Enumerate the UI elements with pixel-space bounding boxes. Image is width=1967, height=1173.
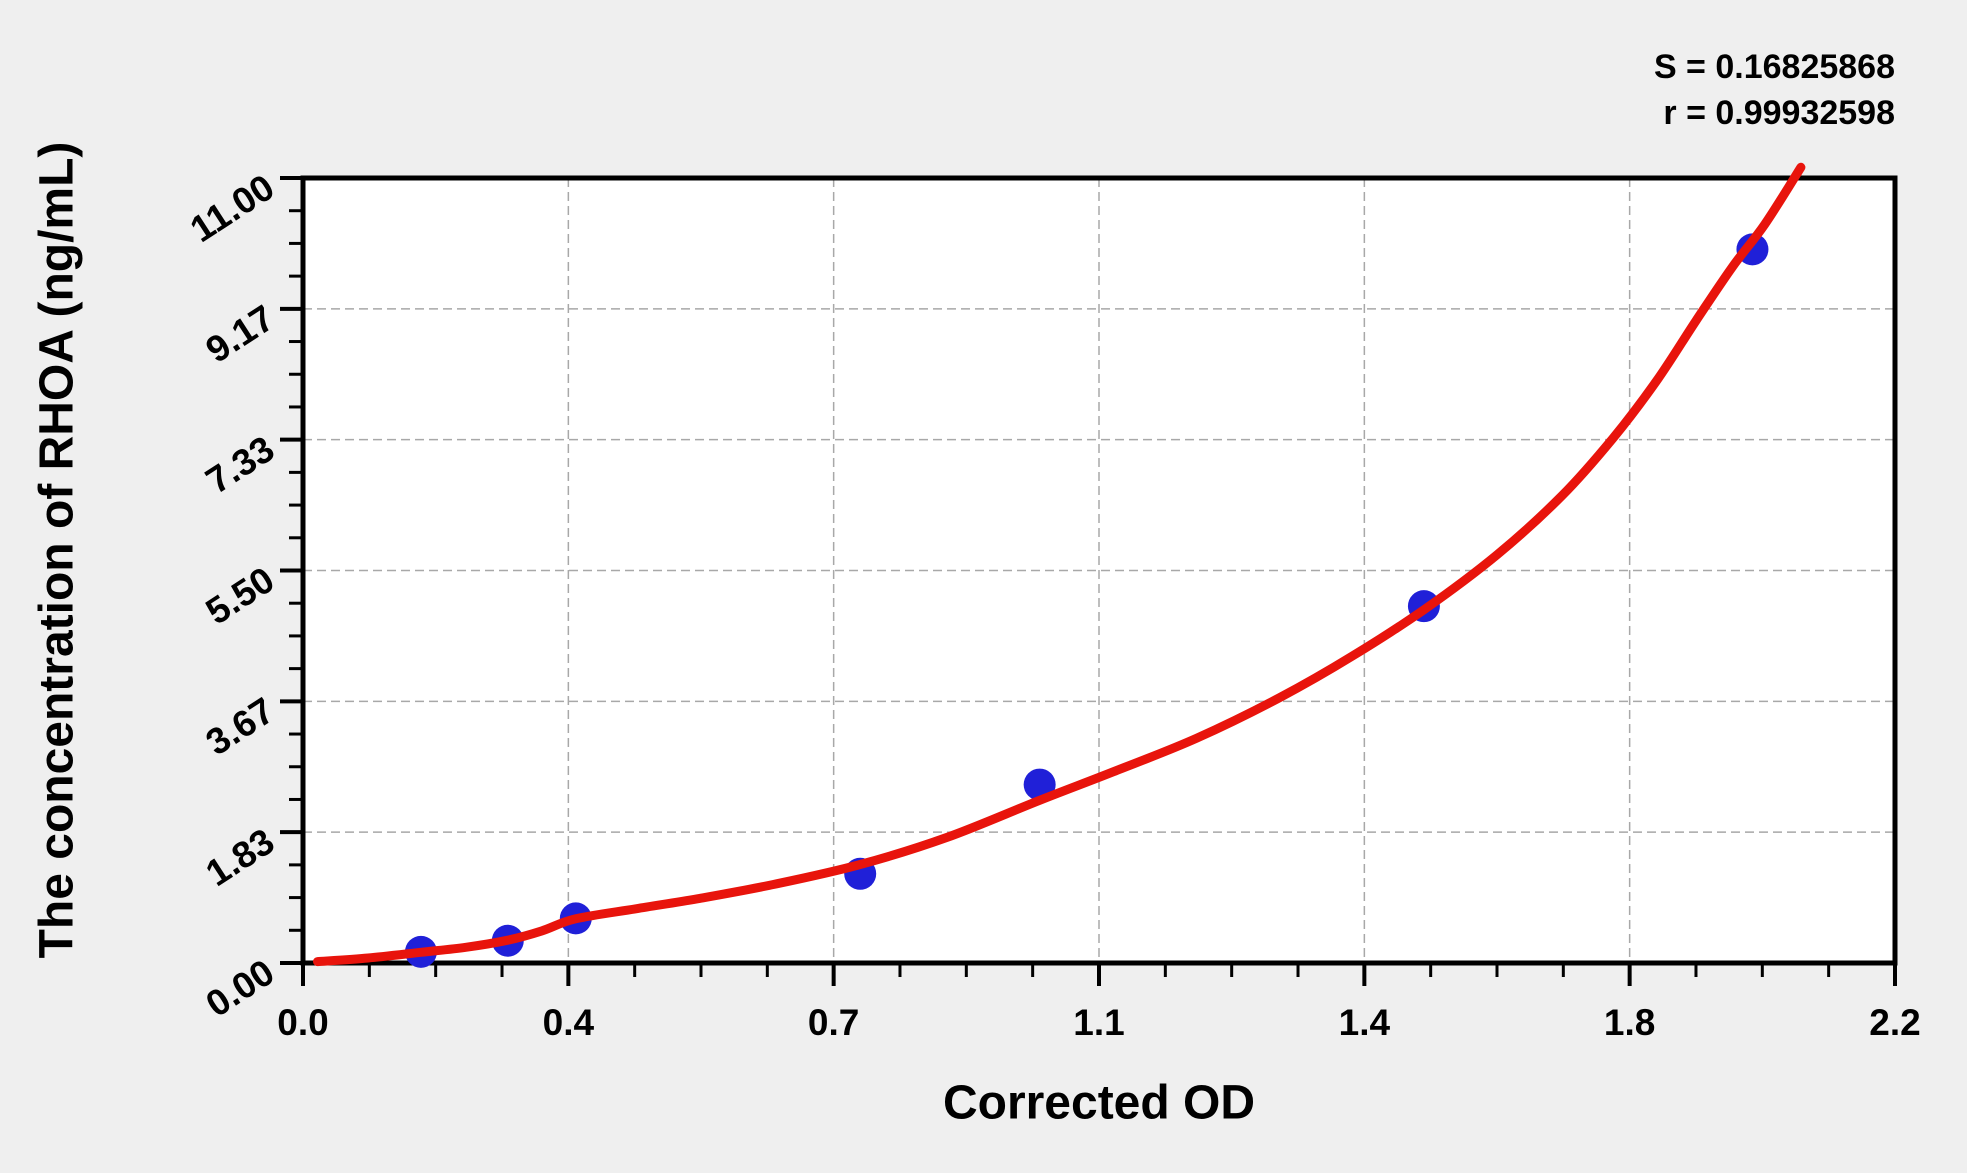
y-tick-label: 11.00 bbox=[183, 166, 281, 250]
y-tick-label: 1.83 bbox=[199, 820, 282, 894]
x-tick-label: 1.4 bbox=[1339, 1002, 1391, 1043]
x-tick-label: 0.4 bbox=[543, 1002, 595, 1043]
x-tick-label: 0.7 bbox=[808, 1002, 859, 1043]
x-tick-label: 0.0 bbox=[277, 1002, 328, 1043]
x-axis-title: Corrected OD bbox=[942, 1076, 1256, 1130]
x-tick-label: 1.8 bbox=[1604, 1002, 1655, 1043]
fit-statistic-r: r = 0.99932598 bbox=[1663, 94, 1895, 132]
y-tick-label: 5.50 bbox=[199, 559, 282, 633]
y-tick-label: 9.17 bbox=[199, 297, 282, 371]
fit-statistic-s: S = 0.16825868 bbox=[1653, 48, 1895, 86]
y-tick-label: 3.67 bbox=[199, 690, 282, 764]
x-tick-label: 2.2 bbox=[1869, 1002, 1920, 1043]
y-tick-label: 0.00 bbox=[199, 951, 282, 1025]
fitted-curve bbox=[313, 162, 1806, 967]
x-tick-label: 1.1 bbox=[1073, 1002, 1124, 1043]
plot-border bbox=[300, 175, 1898, 966]
y-tick-label: 7.33 bbox=[199, 428, 282, 502]
fit-statistics: S = 0.16825868 r = 0.99932598 bbox=[1654, 44, 1895, 136]
